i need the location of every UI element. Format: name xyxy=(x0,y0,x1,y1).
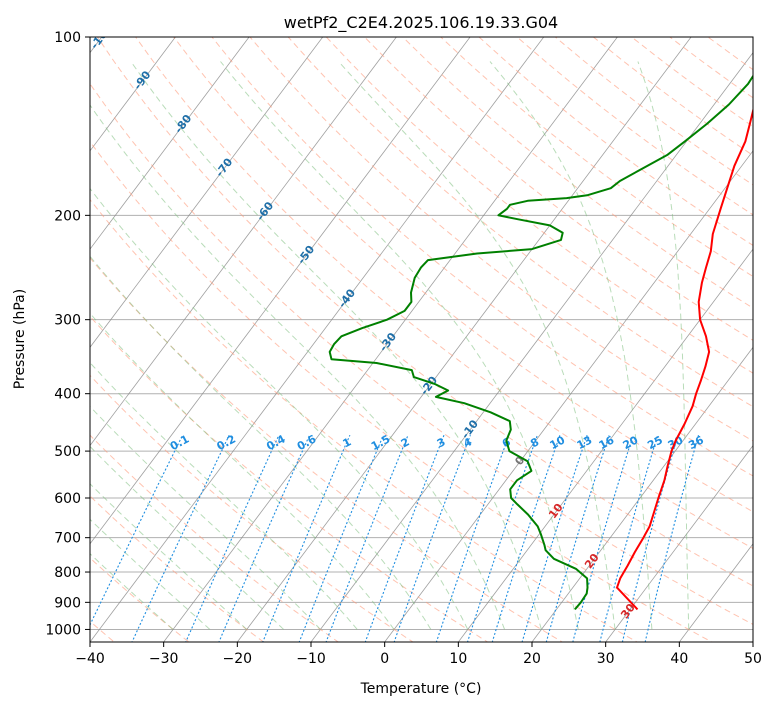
mixing-ratio-line xyxy=(364,435,445,642)
mixing-ratio-label: 16 xyxy=(597,433,617,452)
x-tick-label: 0 xyxy=(380,651,389,667)
dry-adiabat-line xyxy=(211,37,753,477)
y-tick-label: 200 xyxy=(54,208,81,224)
y-tick-label: 500 xyxy=(54,444,81,460)
isotherm-line xyxy=(90,37,176,152)
dry-adiabat-line xyxy=(90,198,639,642)
dewpoint-profile-line xyxy=(328,74,753,611)
dry-adiabat-line xyxy=(173,37,753,513)
dry-adiabat-line xyxy=(363,37,753,341)
mixing-ratio-line xyxy=(325,434,409,642)
isotherm-line xyxy=(90,37,545,642)
moist-adiabat-line xyxy=(338,61,616,630)
isotherm-line xyxy=(90,37,471,545)
moist-adiabat-line xyxy=(637,61,690,630)
isotherm-line xyxy=(236,37,692,642)
dry-adiabat-line xyxy=(90,83,753,625)
isotherm-line xyxy=(90,37,324,348)
temperature-profile-line xyxy=(616,106,753,611)
mixing-ratio-label: 36 xyxy=(686,433,706,452)
dry-adiabats xyxy=(90,37,753,642)
pressure-gridlines xyxy=(90,37,753,630)
profile-series xyxy=(328,74,753,611)
chart-title: wetPf2_C2E4.2025.106.19.33.G04 xyxy=(284,13,558,33)
y-tick-label: 900 xyxy=(54,595,81,611)
mixing-ratio-lines xyxy=(90,434,700,642)
isotherm-line xyxy=(90,37,250,250)
moist-adiabat-line xyxy=(90,104,506,630)
moist-adiabat-line xyxy=(489,61,653,630)
mixing-ratio-line xyxy=(262,434,351,642)
dry-adiabat-line xyxy=(325,37,753,374)
moist-adiabat-line xyxy=(90,255,432,630)
moist-adiabat-line xyxy=(90,187,469,630)
x-tick-label: −40 xyxy=(75,651,105,667)
dry-adiabat-line xyxy=(90,495,265,642)
moist-adiabats xyxy=(90,61,690,630)
isotherms xyxy=(90,37,753,642)
x-axis: −40 −30 −20 −10 0 10 20 30 40 50 xyxy=(75,642,762,667)
mixing-ratio-line xyxy=(644,435,700,642)
moist-adiabat-line xyxy=(90,483,248,630)
isotherm-line xyxy=(457,248,753,642)
y-tick-label: 700 xyxy=(54,531,81,547)
mixing-ratio-label: 10 xyxy=(548,433,568,452)
dry-adiabat-line xyxy=(90,257,564,642)
x-tick-label: −30 xyxy=(149,651,179,667)
mixing-ratio-label: 20 xyxy=(621,433,641,452)
y-tick-label: 600 xyxy=(54,491,81,507)
y-tick-label: 800 xyxy=(54,565,81,581)
y-axis: 100 200 300 400 500 600 700 800 900 1000 xyxy=(45,30,90,638)
plot-frame xyxy=(89,36,754,643)
isotherm-line xyxy=(90,37,397,447)
mixing-ratio-line xyxy=(131,434,230,642)
moist-adiabat-line xyxy=(90,445,284,630)
y-axis-label: Pressure (hPa) xyxy=(12,289,28,389)
mixing-ratio-line xyxy=(599,435,659,642)
dry-adiabat-line xyxy=(249,37,753,442)
moist-adiabat-line xyxy=(220,61,579,630)
moist-adiabat-line xyxy=(130,61,542,630)
x-tick-label: 50 xyxy=(744,651,762,667)
isotherm-line xyxy=(678,543,753,642)
x-tick-label: 30 xyxy=(597,651,615,667)
mixing-ratio-line xyxy=(298,434,384,642)
x-tick-label: 40 xyxy=(670,651,688,667)
mixing-ratio-label: 13 xyxy=(575,433,595,452)
mixing-ratio-line xyxy=(435,435,510,642)
dry-adiabat-line xyxy=(90,434,340,642)
moist-adiabat-line xyxy=(90,553,174,630)
mixing-ratio-line xyxy=(90,434,184,627)
moist-adiabat-line xyxy=(90,312,395,630)
x-tick-label: −20 xyxy=(223,651,253,667)
isotherm-line xyxy=(310,52,753,642)
x-tick-label: 10 xyxy=(449,651,467,667)
x-tick-label: −10 xyxy=(296,651,326,667)
y-tick-label: 400 xyxy=(54,387,81,403)
x-tick-label: 20 xyxy=(523,651,541,667)
isotherm-line xyxy=(163,37,618,642)
mixing-ratio-line xyxy=(393,435,471,642)
moist-adiabat-line xyxy=(90,518,211,630)
y-tick-label: 100 xyxy=(54,30,81,46)
mixing-ratio-line xyxy=(218,434,311,642)
y-tick-label: 1000 xyxy=(45,622,81,638)
mixing-ratio-line xyxy=(185,434,280,642)
isotherm-line xyxy=(605,444,753,642)
dry-adiabat-line xyxy=(90,140,713,642)
mixing-ratio-line xyxy=(572,435,634,642)
mixing-ratio-label: 25 xyxy=(645,433,665,452)
moist-adiabat-line xyxy=(90,361,358,630)
isotherm-line xyxy=(384,150,753,642)
y-tick-label: 300 xyxy=(54,313,81,329)
x-axis-label: Temperature (°C) xyxy=(360,681,482,697)
